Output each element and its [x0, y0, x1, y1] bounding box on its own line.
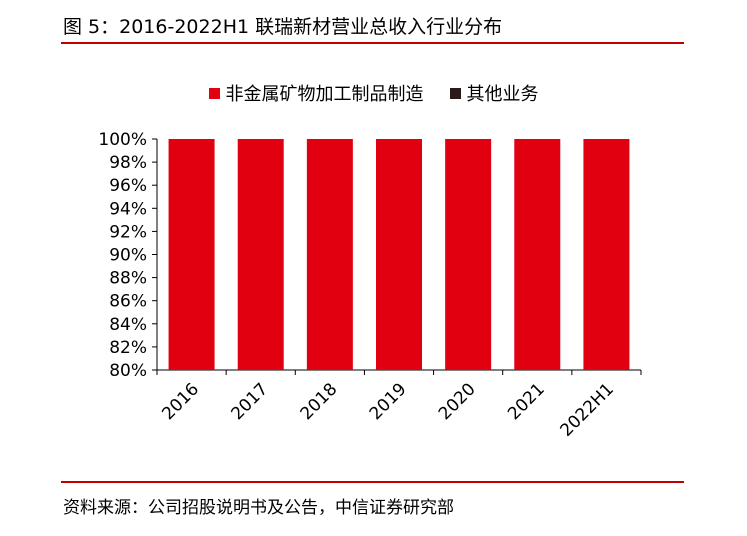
x-tick-label: 2017 [228, 379, 273, 424]
y-tick-label: 96% [109, 176, 147, 196]
x-tick-label: 2016 [158, 379, 203, 424]
source-divider [61, 481, 684, 483]
bar-chart: 80% 82% 84% 86% 88% 90% 92% 94% 96% 98% 100% 2016 20… [98, 130, 642, 441]
title-divider [61, 42, 684, 44]
legend-item-main: 非金属矿物加工制品制造 [208, 80, 424, 106]
legend-swatch-main [208, 87, 220, 99]
y-tick-label: 86% [109, 292, 147, 312]
bar-main-2016 [168, 139, 215, 370]
y-tick-label: 84% [109, 315, 147, 335]
x-tick-label: 2020 [435, 379, 480, 424]
bar-main-2019 [376, 139, 422, 370]
bar-main-2022H1 [583, 139, 630, 370]
legend: 非金属矿物加工制品制造 其他业务 [0, 80, 747, 106]
y-tick-label: 80% [109, 361, 147, 381]
x-tick-label: 2019 [366, 379, 411, 424]
bar-main-2021 [514, 139, 561, 370]
y-tick-label: 92% [109, 222, 147, 242]
legend-swatch-other [449, 87, 461, 99]
y-tick-label: 98% [109, 153, 147, 173]
x-tick-label: 2022H1 [557, 379, 618, 440]
y-tick-label: 90% [109, 246, 147, 266]
y-tick-label: 88% [109, 269, 147, 289]
chart-title: 图 5：2016-2022H1 联瑞新材营业总收入行业分布 [63, 16, 503, 38]
y-tick-label: 82% [109, 338, 147, 358]
y-tick-label: 100% [98, 130, 147, 150]
legend-item-other: 其他业务 [449, 80, 539, 106]
bar-main-2020 [445, 139, 492, 370]
bar-main-2017 [237, 139, 284, 370]
x-tick-label: 2021 [504, 379, 549, 424]
bar-main-2018 [306, 139, 353, 370]
source-note: 资料来源：公司招股说明书及公告，中信证券研究部 [63, 498, 454, 518]
y-tick-label: 94% [109, 199, 147, 219]
x-tick-label: 2018 [297, 379, 342, 424]
legend-label-main: 非金属矿物加工制品制造 [225, 84, 424, 105]
legend-label-other: 其他业务 [466, 84, 539, 105]
